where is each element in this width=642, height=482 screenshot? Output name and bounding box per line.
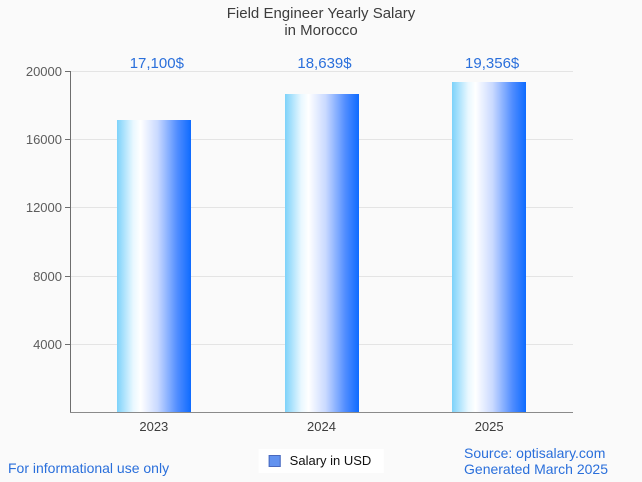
source-line: Source: optisalary.com bbox=[464, 445, 606, 461]
value-label-2023: 17,100$ bbox=[129, 55, 184, 72]
bar-2023 bbox=[116, 120, 191, 412]
generated-line: Generated March 2025 bbox=[464, 461, 608, 477]
chart-title: Field Engineer Yearly Salary in Morocco bbox=[0, 5, 642, 39]
ytick-mark-20000 bbox=[65, 71, 70, 72]
chart-title-line1: Field Engineer Yearly Salary bbox=[226, 5, 416, 22]
legend-swatch-icon bbox=[268, 454, 281, 467]
y-axis-line bbox=[70, 71, 71, 412]
ytick-mark-12000 bbox=[65, 207, 70, 209]
xtick-label-2024: 2024 bbox=[307, 419, 336, 434]
chart-title-line2: in Morocco bbox=[284, 22, 358, 39]
ytick-label-4000: 4000 bbox=[33, 336, 62, 352]
xtick-label-2023: 2023 bbox=[139, 419, 169, 434]
value-label-2025: 19,356$ bbox=[465, 55, 520, 72]
ytick-label-16000: 16000 bbox=[25, 132, 62, 148]
value-label-2024: 18,639$ bbox=[297, 55, 352, 72]
x-axis-line bbox=[70, 412, 573, 413]
legend-label: Salary in USD bbox=[289, 453, 372, 468]
ytick-label-8000: 8000 bbox=[33, 268, 62, 284]
ytick-mark-4000 bbox=[65, 343, 70, 345]
bar-2025 bbox=[452, 81, 527, 412]
source-block: Source: optisalary.com Generated March 2… bbox=[464, 445, 608, 477]
ytick-label-20000: 20000 bbox=[25, 64, 62, 79]
bar-2024 bbox=[284, 94, 359, 412]
gridline-20000 bbox=[70, 71, 573, 72]
ytick-label-12000: 12000 bbox=[25, 200, 62, 216]
legend: Salary in USD bbox=[258, 449, 384, 473]
disclaimer-text: For informational use only bbox=[8, 460, 170, 476]
ytick-mark-16000 bbox=[65, 139, 70, 141]
xtick-label-2025: 2025 bbox=[474, 419, 504, 434]
ytick-mark-8000 bbox=[65, 275, 70, 277]
